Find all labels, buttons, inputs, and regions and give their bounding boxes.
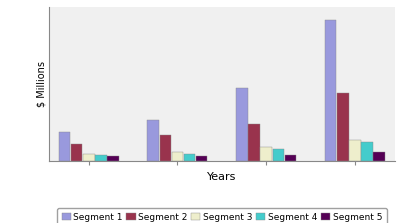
Bar: [349, 140, 361, 161]
Bar: [160, 135, 171, 161]
Bar: [172, 151, 183, 161]
Bar: [184, 154, 195, 161]
Bar: [196, 156, 208, 161]
Bar: [95, 155, 107, 161]
Bar: [59, 132, 70, 161]
Bar: [248, 124, 260, 161]
Bar: [236, 88, 248, 161]
Bar: [107, 157, 119, 161]
Bar: [71, 144, 82, 161]
Legend: Segment 1, Segment 2, Segment 3, Segment 4, Segment 5: Segment 1, Segment 2, Segment 3, Segment…: [57, 208, 387, 223]
Bar: [260, 147, 272, 161]
Y-axis label: $ Millions: $ Millions: [36, 61, 46, 107]
Bar: [361, 142, 373, 161]
Bar: [337, 93, 348, 161]
Bar: [325, 20, 337, 161]
Bar: [373, 152, 385, 161]
Bar: [147, 120, 159, 161]
Bar: [83, 154, 94, 161]
X-axis label: Years: Years: [207, 172, 236, 182]
Bar: [273, 149, 284, 161]
Bar: [284, 155, 296, 161]
